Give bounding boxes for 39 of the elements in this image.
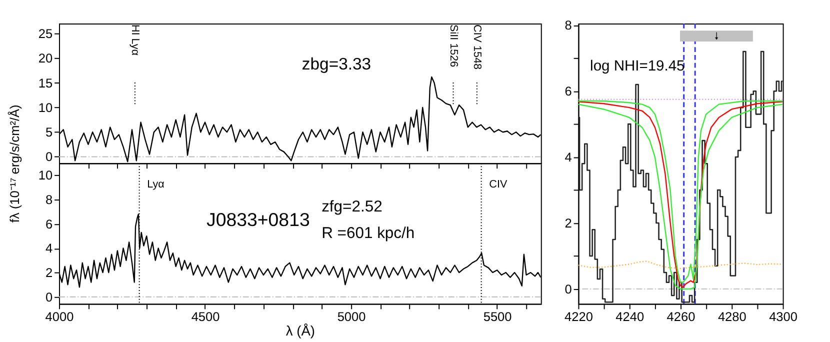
ref-line-label: Lyα xyxy=(147,178,164,191)
x-tick-label: 4220 xyxy=(564,308,593,324)
x-tick-label: 5000 xyxy=(337,308,366,324)
ref-line-label: CIV xyxy=(489,178,508,191)
x-tick-label: 4300 xyxy=(769,308,798,324)
line-series xyxy=(578,260,783,270)
y-tick-label: 0 xyxy=(46,289,53,304)
x-tick-label: 4000 xyxy=(45,308,74,324)
y-tick-label: 20 xyxy=(38,50,53,66)
y-tick-label: 5 xyxy=(46,124,53,140)
annotation: log NHI=19.45 xyxy=(590,58,685,75)
y-tick-label: 4 xyxy=(564,149,572,164)
annotation: zbg=3.33 xyxy=(302,54,372,74)
y-tick-label: 25 xyxy=(38,26,53,42)
y-tick-label: 2 xyxy=(46,264,53,280)
x-tick-label: 4500 xyxy=(191,308,220,324)
y-tick-label: 2 xyxy=(564,215,572,230)
y-tick-label: 10 xyxy=(38,168,53,183)
x-tick-label: 4280 xyxy=(718,308,746,324)
x-tick-label: 4240 xyxy=(616,308,644,324)
y-axis-title: fλ (10⁻¹⁷ erg/s/cm²/Å) xyxy=(7,104,22,223)
annotation: R =601 kpc/h xyxy=(322,224,415,242)
annotation: zfg=2.52 xyxy=(322,198,382,216)
y-tick-label: 8 xyxy=(564,18,572,33)
x-tick-label: 4260 xyxy=(666,308,696,324)
y-tick-label: 6 xyxy=(46,216,53,232)
annotation: J0833+0813 xyxy=(206,209,310,230)
y-tick-label: 0 xyxy=(564,281,572,296)
y-tick-label: 10 xyxy=(38,100,53,115)
y-tick-label: 8 xyxy=(46,192,53,208)
x-axis-title: λ (Å) xyxy=(286,324,315,339)
y-tick-label: 0 xyxy=(46,149,53,164)
ref-line-label: SiII 1526 xyxy=(447,24,460,68)
y-tick-label: 4 xyxy=(46,240,53,256)
ref-line-label: HI Lyα xyxy=(128,24,141,56)
ref-line-label: CIV 1548 xyxy=(470,24,483,70)
y-tick-label: 15 xyxy=(38,75,53,90)
x-tick-label: 5500 xyxy=(483,308,512,324)
y-tick-label: 6 xyxy=(564,84,572,99)
